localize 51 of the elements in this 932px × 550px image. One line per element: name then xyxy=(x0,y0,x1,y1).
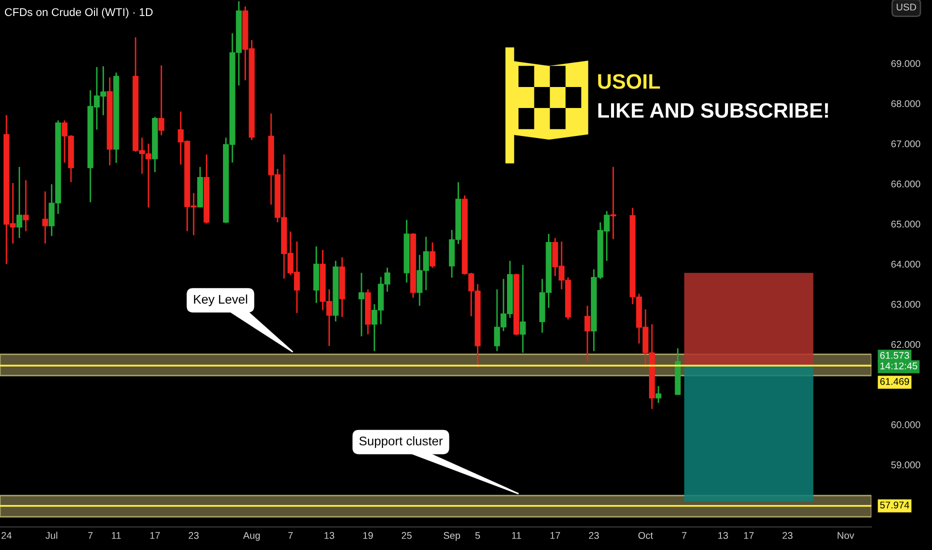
x-tick-label: Oct xyxy=(638,532,653,539)
x-tick-label: 11 xyxy=(112,532,121,539)
candlestick xyxy=(22,179,29,232)
candlestick xyxy=(430,242,436,268)
x-tick-label: Aug xyxy=(243,532,260,541)
x-tick-label: 17 xyxy=(550,532,560,539)
x-tick-label: 17 xyxy=(744,532,754,539)
x-tick-label: 11 xyxy=(512,532,521,539)
y-tick-label: 66.000 xyxy=(891,180,920,188)
x-tick-label: 7 xyxy=(88,532,93,539)
x-tick-label: 19 xyxy=(363,532,373,539)
candlestick xyxy=(158,64,164,136)
y-tick-label: 60.000 xyxy=(891,421,920,428)
x-tick-label: Jul xyxy=(46,532,58,539)
x-tick-label: 7 xyxy=(682,532,686,539)
candlestick xyxy=(42,190,48,244)
x-tick-label: 5 xyxy=(475,532,480,539)
y-tick-label: 65.000 xyxy=(891,220,920,228)
y-tick-label: 68.000 xyxy=(891,100,920,108)
y-tick-label: 67.000 xyxy=(891,140,920,148)
candlestick xyxy=(584,305,590,362)
y-tick-label: 63.000 xyxy=(891,300,920,308)
candlestick xyxy=(358,272,364,337)
text: USD xyxy=(896,4,916,11)
x-tick-label: 17 xyxy=(150,532,160,539)
x-tick-label: Sep xyxy=(444,532,460,541)
y-tick-label: 64.000 xyxy=(891,260,920,268)
x-tick-label: 24 xyxy=(2,532,12,539)
annotation: USOIL xyxy=(598,74,660,89)
text: CFDs on Crude Oil (WTI) · 1D xyxy=(4,8,153,18)
x-tick-label: 13 xyxy=(718,532,728,539)
candlestick xyxy=(655,385,662,404)
y-tick-label: 62.000 xyxy=(891,341,920,348)
annotation: Support cluster xyxy=(359,436,443,448)
y-tick-label: 69.000 xyxy=(891,60,920,68)
x-tick-label: 23 xyxy=(782,532,792,539)
ref-line-label: 57.974 xyxy=(880,502,910,508)
x-tick-label: Nov xyxy=(838,532,854,539)
x-tick-label: 13 xyxy=(324,532,334,539)
candlestick xyxy=(520,264,526,354)
candlestick xyxy=(16,166,22,239)
annotation: Key Level xyxy=(194,294,248,306)
x-tick-label: 23 xyxy=(588,532,599,539)
annotation: LIKE AND SUBSCRIBE! xyxy=(598,103,828,118)
x-tick-label: 7 xyxy=(288,532,293,539)
y-tick-label: 59.000 xyxy=(891,461,920,468)
ref-line-label: 61.469 xyxy=(880,378,910,385)
x-tick-label: 23 xyxy=(188,532,199,539)
text: 61.573 xyxy=(880,352,910,359)
x-tick-label: 25 xyxy=(402,532,412,539)
text: 14:12:45 xyxy=(880,362,918,370)
